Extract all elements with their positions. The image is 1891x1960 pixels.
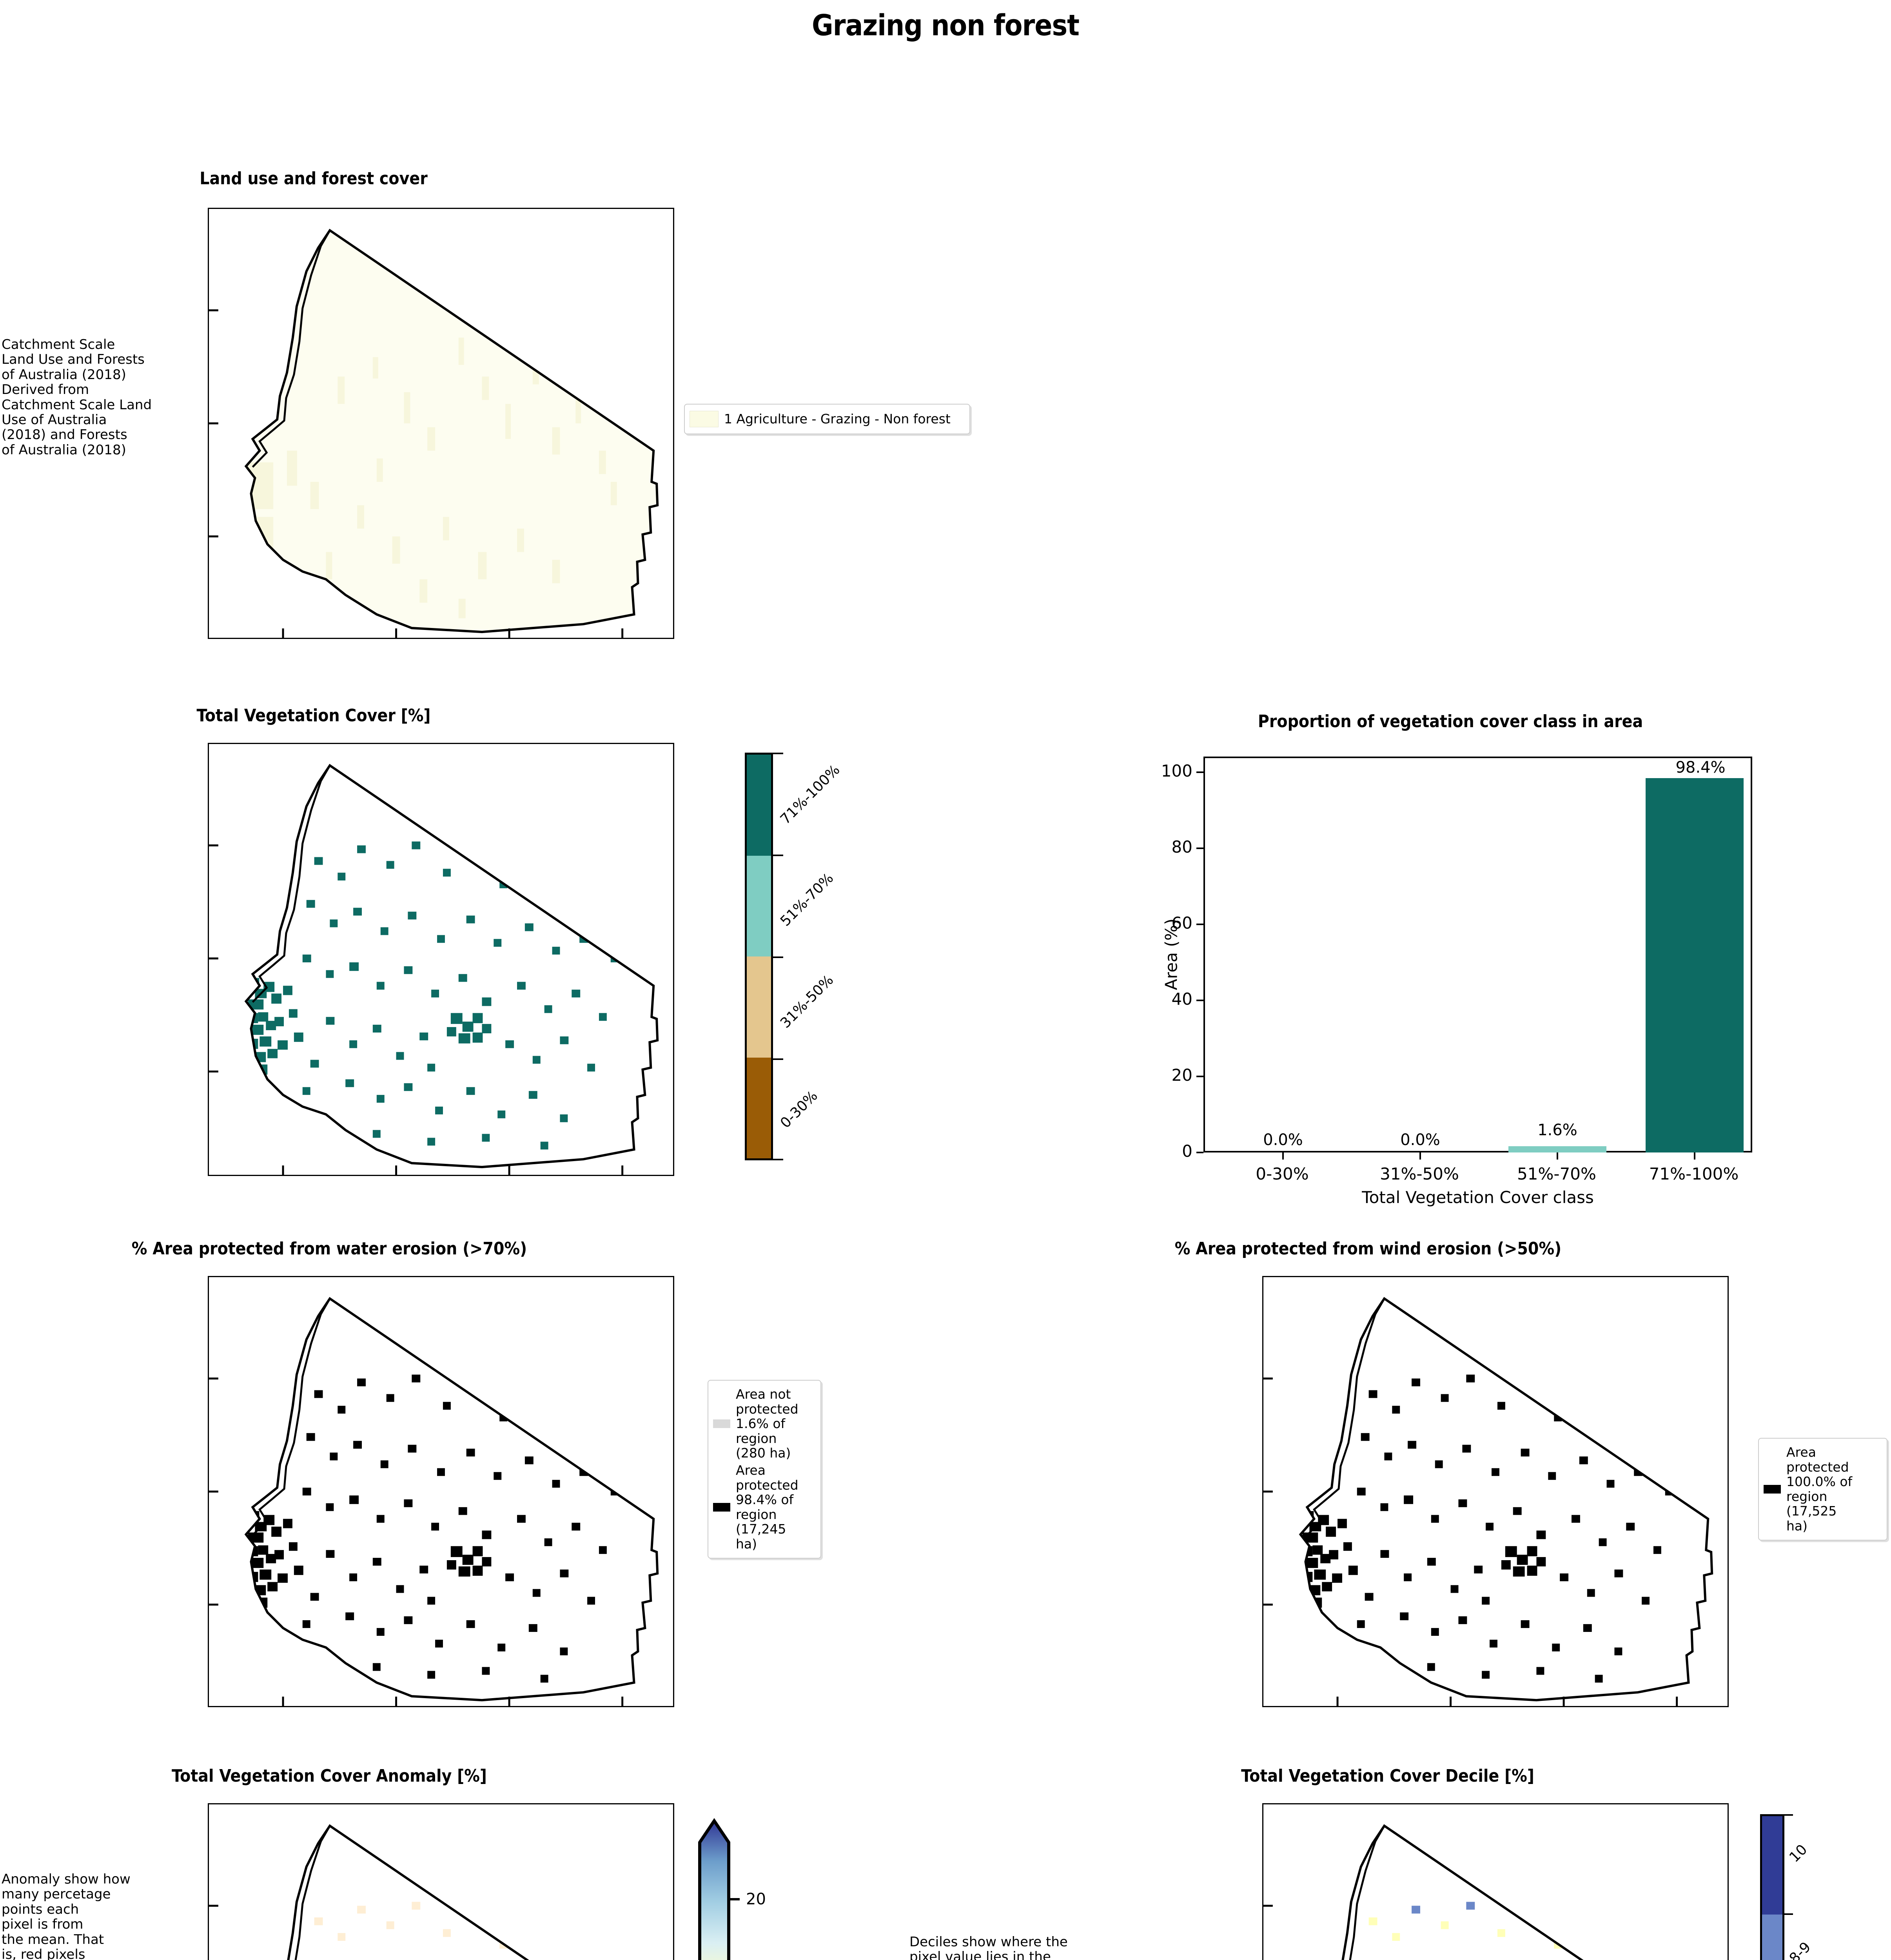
barchart-axes-top	[1203, 757, 1752, 758]
water-erosion-panel-title: % Area protected from water erosion (>70…	[131, 1239, 527, 1259]
anomaly-description: Anomaly show how many percetage points e…	[2, 1871, 131, 1960]
ytick-mark	[1196, 771, 1203, 773]
ytick-label-100: 100	[1161, 761, 1192, 780]
legend-swatch-protected	[1764, 1485, 1781, 1494]
decile-map[interactable]	[1262, 1803, 1729, 1960]
water-erosion-map[interactable]	[208, 1276, 674, 1707]
xtick-mark	[1419, 1152, 1421, 1160]
bar-value-71-100: 98.4%	[1675, 759, 1726, 777]
cbar-label-31-50: 31%-50%	[777, 972, 837, 1031]
legend-item: 1 Agriculture - Grazing - Non forest	[690, 411, 965, 427]
cbar-label-71-100: 71%-100%	[777, 762, 843, 828]
water-erosion-legend[interactable]: Area not protected 1.6% of region (280 h…	[708, 1380, 821, 1559]
legend-label-protected: Area protected 98.4% of region (17,245 h…	[736, 1463, 799, 1552]
bar-51-70[interactable]	[1508, 1146, 1606, 1152]
barchart-axes	[1203, 757, 1752, 1152]
barchart-title: Proportion of vegetation cover class in …	[1258, 711, 1643, 731]
cbar-label-0-30: 0-30%	[777, 1088, 821, 1131]
ytick-label-80: 80	[1171, 837, 1192, 857]
xtick-label-71-100: 71%-100%	[1649, 1164, 1739, 1183]
anomaly-tick-20: 20	[746, 1890, 766, 1908]
vegcover-map[interactable]	[208, 743, 674, 1176]
landuse-description: Catchment Scale Land Use and Forests of …	[2, 337, 152, 458]
xtick-mark	[1282, 1152, 1284, 1160]
ytick-label-0: 0	[1182, 1142, 1192, 1161]
legend-label-protected: Area protected 100.0% of region (17,525 …	[1786, 1445, 1853, 1534]
decile-description: Deciles show where the pixel value lies …	[909, 1934, 1068, 1960]
ytick-label-60: 60	[1171, 913, 1192, 933]
anomaly-panel-title: Total Vegetation Cover Anomaly [%]	[171, 1766, 487, 1786]
landuse-panel-title: Land use and forest cover	[200, 169, 428, 189]
anomaly-colorbar-svg	[698, 1818, 740, 1960]
wind-erosion-panel-title: % Area protected from wind erosion (>50%…	[1174, 1239, 1562, 1259]
bar-value-31-50: 0.0%	[1400, 1131, 1440, 1149]
xtick-mark	[1694, 1152, 1695, 1160]
vegcover-panel-title: Total Vegetation Cover [%]	[196, 706, 431, 726]
decile-colorbar[interactable]: 10 8-9 4-7 2-3 1	[1760, 1814, 1889, 1960]
bar-71-100[interactable]	[1646, 778, 1744, 1152]
ytick-label-20: 20	[1171, 1065, 1192, 1085]
ytick-mark	[1196, 1000, 1203, 1001]
anomaly-map-svg	[209, 1804, 673, 1960]
landuse-map[interactable]	[208, 208, 674, 639]
bar-value-51-70: 1.6%	[1537, 1121, 1577, 1139]
xtick-label-31-50: 31%-50%	[1380, 1164, 1459, 1183]
ytick-mark	[1196, 848, 1203, 849]
landuse-legend[interactable]: 1 Agriculture - Grazing - Non forest	[684, 404, 970, 434]
legend-item-protected: Area protected 100.0% of region (17,525 …	[1764, 1445, 1882, 1534]
vegcover-map-svg	[209, 744, 673, 1175]
legend-label-not-protected: Area not protected 1.6% of region (280 h…	[736, 1387, 799, 1461]
legend-item-not-protected: Area not protected 1.6% of region (280 h…	[713, 1387, 816, 1461]
page-title: Grazing non forest	[811, 9, 1080, 42]
cbar-label-51-70: 51%-70%	[777, 870, 837, 929]
water-erosion-map-svg	[209, 1277, 673, 1706]
legend-item-protected: Area protected 98.4% of region (17,245 h…	[713, 1463, 816, 1552]
ytick-mark	[1196, 1076, 1203, 1077]
barchart-y-axis-label: Area (%)	[1161, 918, 1181, 990]
xtick-label-0-30: 0-30%	[1256, 1164, 1309, 1183]
anomaly-colorbar[interactable]: 20 10 0 -10 -20	[688, 1815, 853, 1960]
decile-label-8-9: 8-9	[1786, 1939, 1814, 1960]
decile-panel-title: Total Vegetation Cover Decile [%]	[1241, 1766, 1534, 1786]
ytick-mark	[1196, 1152, 1203, 1153]
legend-swatch-grazing	[690, 411, 719, 427]
vegcover-colorbar[interactable]: 71%-100% 51%-70% 31%-50% 0-30%	[745, 753, 949, 1168]
wind-erosion-map-svg	[1263, 1277, 1728, 1706]
ytick-label-40: 40	[1171, 989, 1192, 1009]
ytick-mark	[1196, 924, 1203, 925]
barchart-axes-right	[1751, 757, 1752, 1152]
anomaly-map[interactable]	[208, 1803, 674, 1960]
barchart[interactable]: 0 20 40 60 80 100 0.0% 0.0% 1.6% 98.4% 0…	[1156, 757, 1799, 1207]
decile-map-svg	[1263, 1804, 1728, 1960]
landuse-map-svg	[209, 209, 673, 638]
legend-swatch-protected	[713, 1503, 730, 1512]
bar-value-0-30: 0.0%	[1263, 1131, 1303, 1149]
wind-erosion-map[interactable]	[1262, 1276, 1729, 1707]
wind-erosion-legend[interactable]: Area protected 100.0% of region (17,525 …	[1758, 1438, 1887, 1541]
legend-label: 1 Agriculture - Grazing - Non forest	[724, 411, 951, 427]
decile-label-10: 10	[1786, 1841, 1811, 1866]
xtick-label-51-70: 51%-70%	[1517, 1164, 1596, 1183]
xtick-mark	[1557, 1152, 1558, 1160]
barchart-x-axis-label: Total Vegetation Cover class	[1362, 1188, 1594, 1207]
legend-swatch-not-protected	[713, 1419, 730, 1428]
